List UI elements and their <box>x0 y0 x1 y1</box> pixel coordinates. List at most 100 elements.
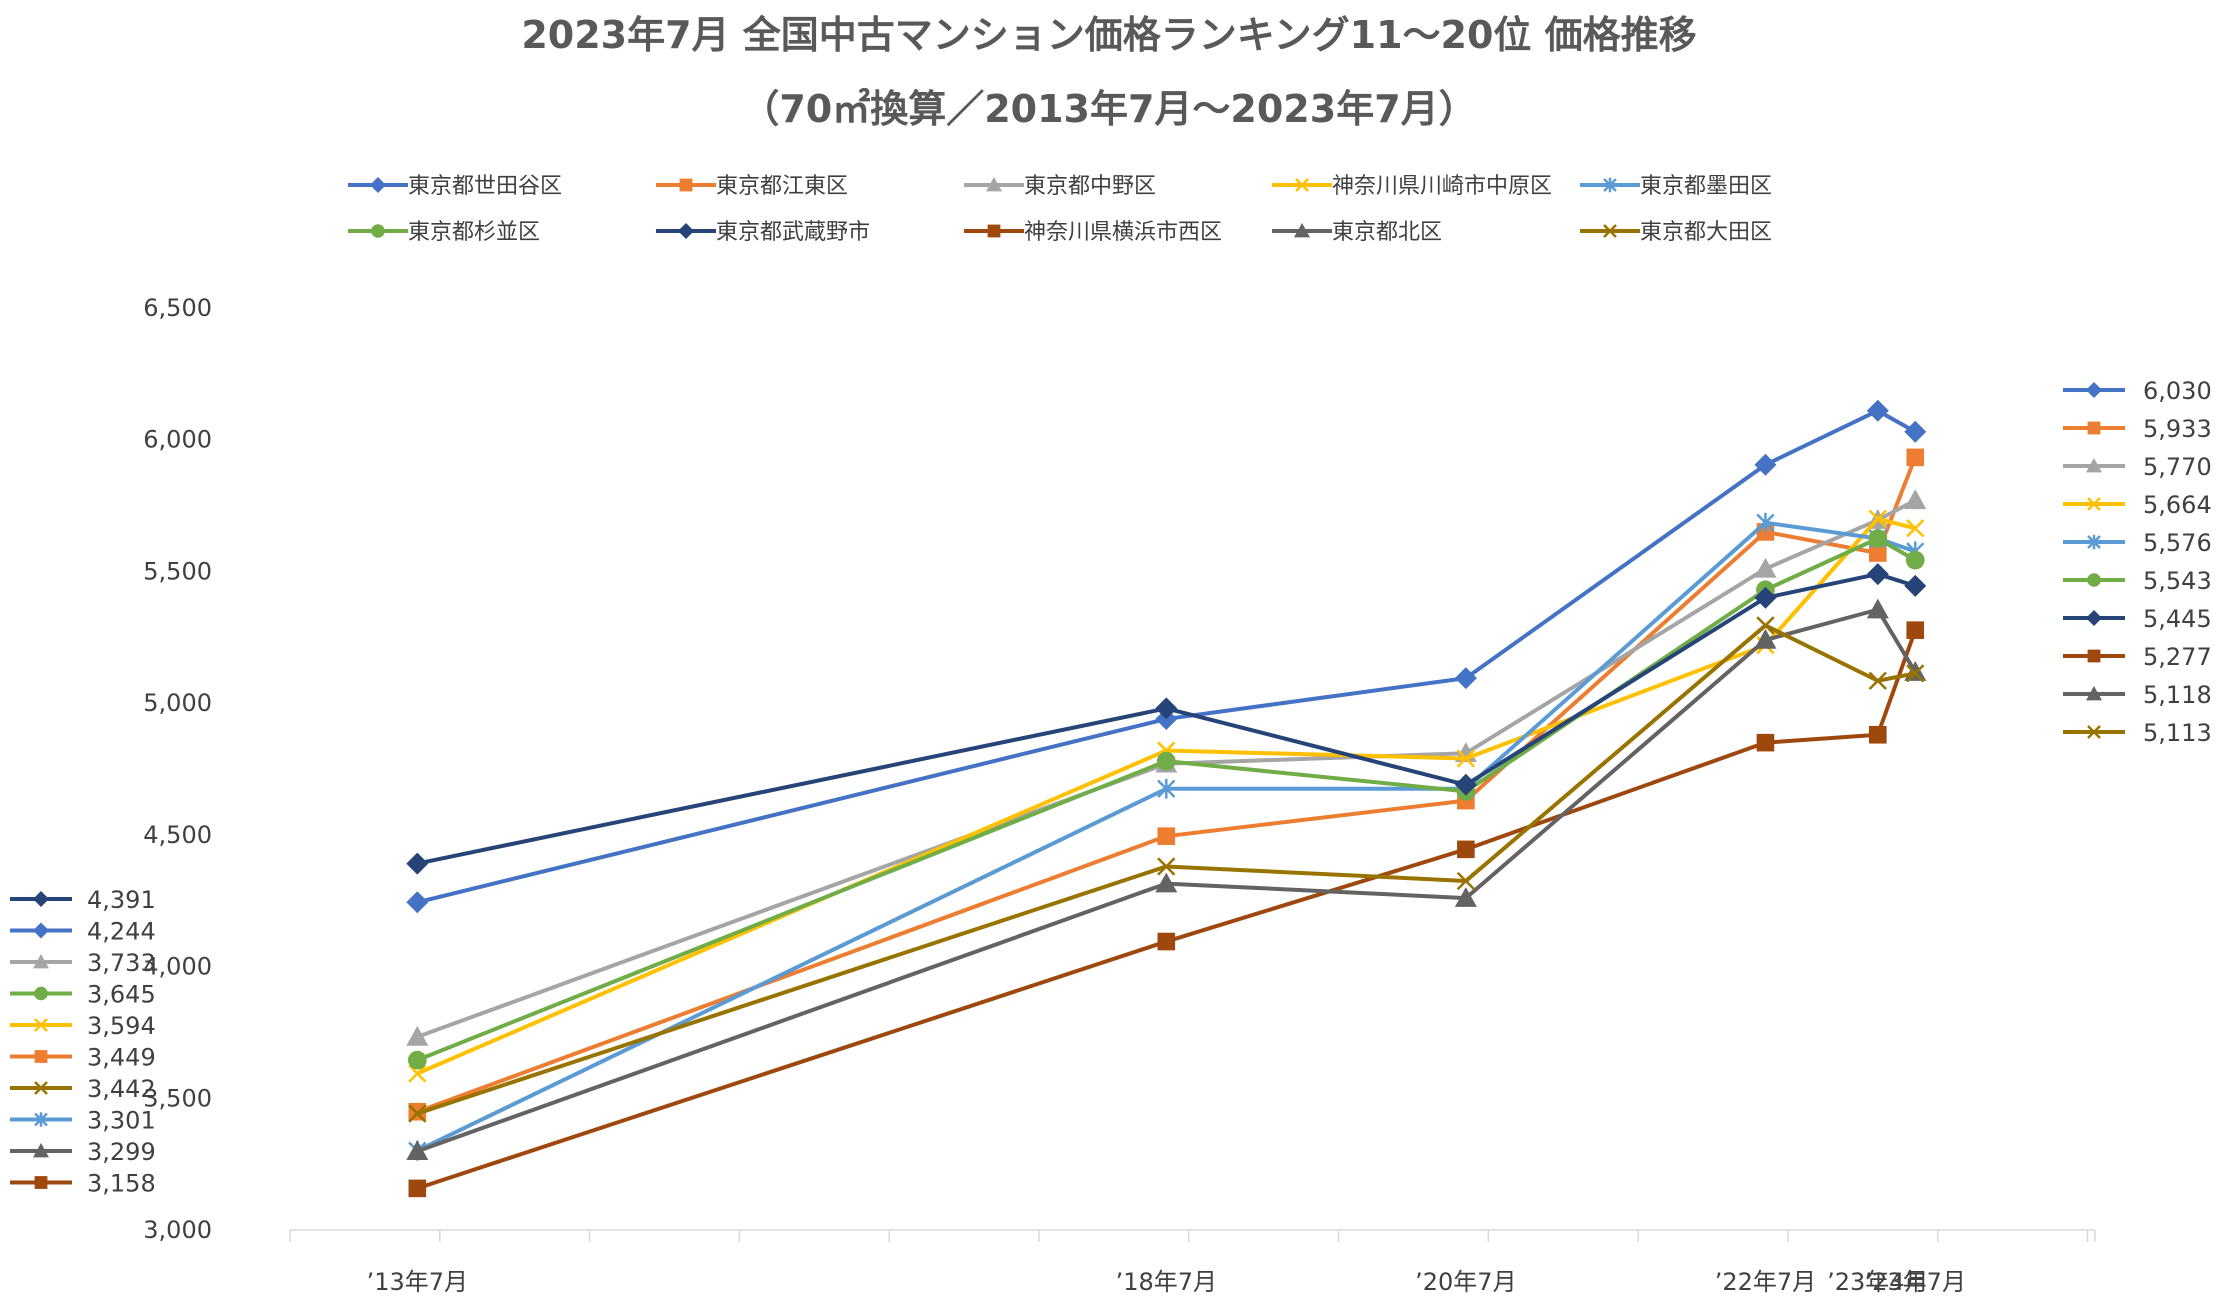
data-point <box>1155 697 1178 720</box>
x-tick-label: ’13年7月 <box>367 1268 468 1296</box>
data-point <box>1904 489 1927 510</box>
data-point <box>1155 872 1178 893</box>
series-神奈川県川崎市中原区 <box>408 509 1925 1083</box>
data-point <box>406 1025 429 1046</box>
legend-label: 神奈川県川崎市中原区 <box>1332 174 1552 199</box>
legend-swatch-marker <box>1294 223 1310 238</box>
end-value-label: 5,576 <box>2143 529 2212 557</box>
start-label-item: 3,733 <box>10 949 156 977</box>
end-label-marker <box>2087 573 2101 587</box>
end-label-item: 5,113 <box>2063 719 2212 747</box>
data-point <box>1156 751 1176 771</box>
legend-swatch-marker <box>678 223 694 239</box>
series-line <box>416 623 1916 1116</box>
data-point <box>1754 453 1777 476</box>
end-label-marker <box>2086 382 2102 398</box>
start-label-marker <box>33 922 49 939</box>
start-label-item: 3,449 <box>10 1044 156 1072</box>
plot-area <box>406 399 1927 1198</box>
end-label-item: 5,118 <box>2063 681 2212 709</box>
end-label-marker <box>2087 649 2101 663</box>
start-label-marker <box>34 1018 48 1032</box>
data-point <box>1866 563 1889 586</box>
data-point <box>1457 840 1475 859</box>
y-axis: 3,000 3,500 4,000 4,500 5,000 5,500 6,000 6,500 <box>143 294 212 1244</box>
end-value-label: 5,445 <box>2143 605 2212 633</box>
legend-label: 神奈川県横浜市西区 <box>1024 220 1222 245</box>
legend-label: 東京都中野区 <box>1024 174 1156 199</box>
data-point <box>1869 544 1887 562</box>
data-point <box>1868 671 1887 690</box>
start-value-label: 4,391 <box>87 886 156 914</box>
end-label-marker <box>2087 534 2101 550</box>
data-point <box>408 1064 427 1083</box>
data-point <box>406 852 429 875</box>
end-value-label: 5,543 <box>2143 567 2212 595</box>
legend-swatch-marker <box>986 177 1002 192</box>
start-label-marker <box>34 1112 48 1127</box>
legend-item: 東京都杉並区 <box>348 220 540 245</box>
data-point <box>1905 550 1925 570</box>
legend-label: 東京都江東区 <box>716 174 848 199</box>
data-point <box>1868 509 1887 528</box>
end-label-item: 5,576 <box>2063 529 2212 557</box>
data-point <box>1157 932 1176 951</box>
legend-item: 神奈川県川崎市中原区 <box>1272 174 1552 199</box>
data-point <box>407 1050 427 1070</box>
start-label-marker <box>33 1143 49 1158</box>
legend-item: 東京都世田谷区 <box>348 174 562 199</box>
data-point <box>1904 574 1927 597</box>
start-value-label: 3,301 <box>87 1107 156 1135</box>
start-value-label: 3,645 <box>87 981 156 1009</box>
end-label-item: 5,664 <box>2063 491 2212 519</box>
end-value-label: 5,933 <box>2143 415 2212 443</box>
end-value-labels: 6,030 5,933 5,770 5,664 5,576 5,543 5,445 5,277… <box>2063 377 2212 747</box>
start-label-item: 4,391 <box>10 886 156 914</box>
start-value-label: 3,158 <box>87 1170 156 1198</box>
start-label-marker <box>34 1050 48 1063</box>
start-label-item: 3,158 <box>10 1170 156 1198</box>
start-value-label: 3,449 <box>87 1044 156 1072</box>
data-point <box>408 1104 427 1123</box>
end-value-label: 5,118 <box>2143 681 2212 709</box>
legend-swatch-marker <box>370 177 386 193</box>
legend-swatch-marker <box>679 178 693 192</box>
data-point <box>1754 586 1777 609</box>
start-label-item: 3,442 <box>10 1075 156 1103</box>
y-tick-label: 3,000 <box>143 1216 212 1244</box>
data-point <box>1454 887 1477 907</box>
y-tick-label: 3,500 <box>143 1084 212 1112</box>
end-label-marker <box>2086 686 2102 701</box>
data-point <box>1456 749 1476 768</box>
start-label-marker <box>34 1081 48 1095</box>
series-line <box>416 629 1918 1191</box>
chart-title: 2023年7月 全国中古マンション価格ランキング11～20位 価格推移 <box>521 13 1696 57</box>
x-tick-label: ’18年7月 <box>1116 1268 1217 1296</box>
data-point <box>1157 827 1176 845</box>
data-point <box>1866 399 1889 422</box>
end-label-item: 5,277 <box>2063 643 2212 671</box>
start-label-item: 3,594 <box>10 1012 156 1040</box>
x-tick-label: ’23年4月 <box>1827 1268 1928 1296</box>
legend-swatch-marker <box>371 224 385 238</box>
data-point <box>1754 557 1777 578</box>
y-tick-label: 4,000 <box>143 953 212 981</box>
end-value-label: 5,664 <box>2143 491 2212 519</box>
end-label-marker <box>2086 610 2102 626</box>
legend: 東京都世田谷区 東京都江東区 東京都中野区 神奈川県川崎市中原区 東京都墨田区東京都杉並… <box>348 174 1772 245</box>
data-point <box>1904 661 1927 681</box>
start-value-label: 3,594 <box>87 1012 156 1040</box>
x-tick-label: ’20年7月 <box>1415 1268 1516 1296</box>
data-point <box>1454 667 1477 690</box>
legend-item: 神奈川県横浜市西区 <box>964 220 1222 245</box>
legend-item: 東京都北区 <box>1272 220 1442 245</box>
series-line <box>416 607 1917 1154</box>
y-tick-label: 5,500 <box>143 557 212 585</box>
data-point <box>1906 621 1925 639</box>
data-point <box>1157 778 1176 799</box>
data-point <box>1456 871 1476 891</box>
start-label-marker <box>33 891 49 907</box>
legend-swatch-marker <box>1603 177 1617 193</box>
end-label-item: 5,543 <box>2063 567 2212 595</box>
